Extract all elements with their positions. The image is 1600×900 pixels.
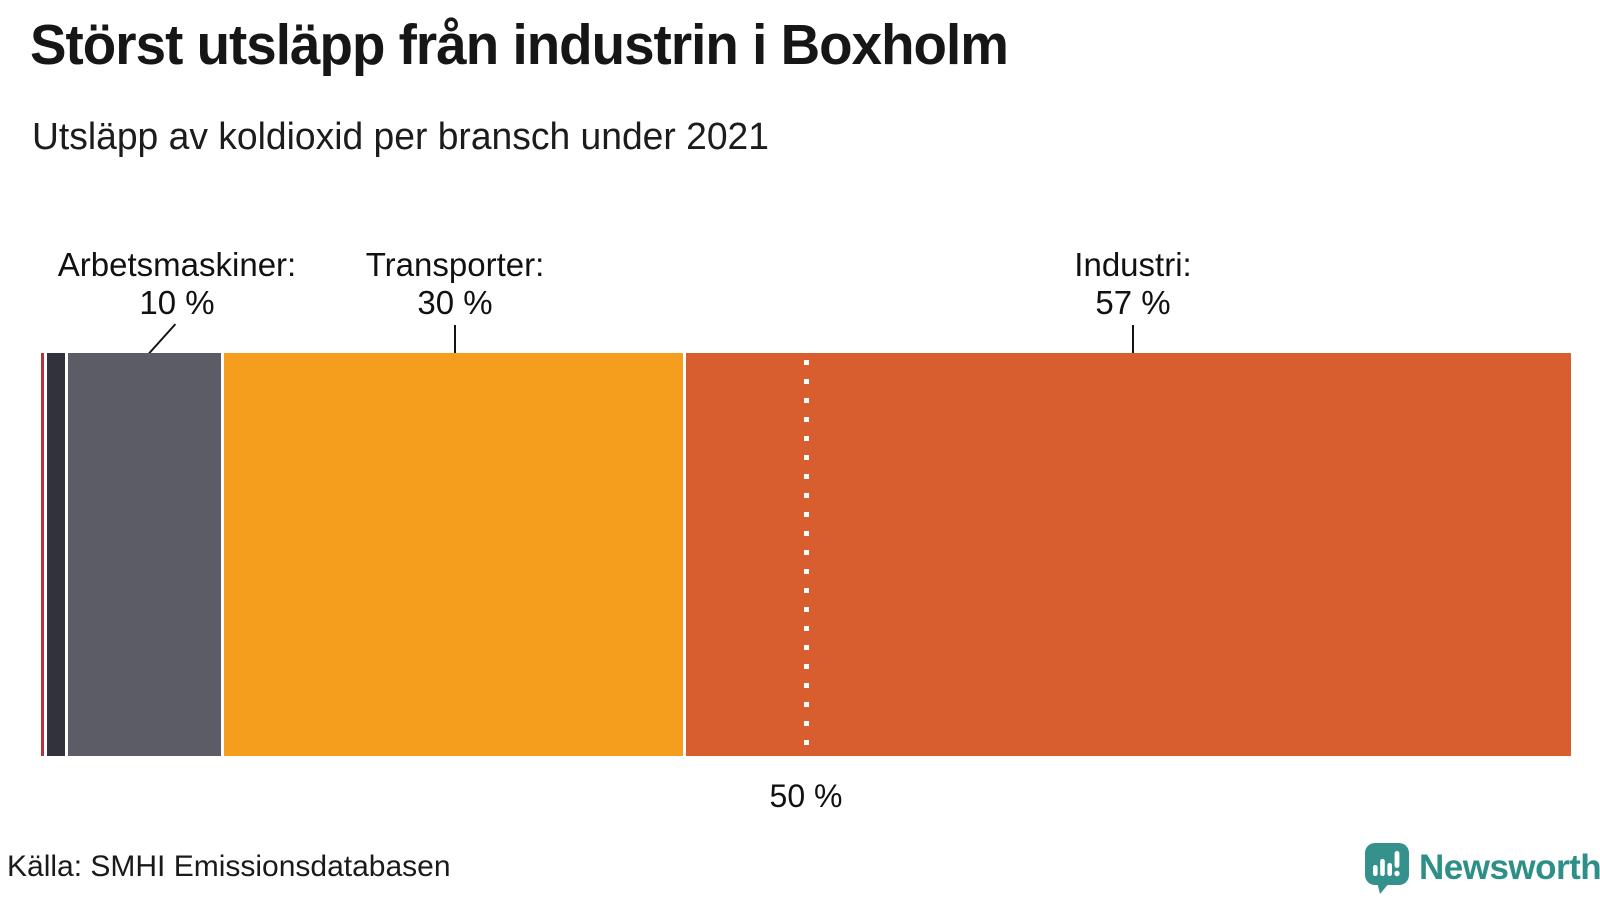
leader-line-arbetsmaskiner xyxy=(147,323,177,355)
chart-title: Störst utsläpp från industrin i Boxholm xyxy=(30,13,1009,77)
reference-line-label: 50 % xyxy=(769,778,843,814)
chart-subtitle: Utsläpp av koldioxid per bransch under 2… xyxy=(32,116,769,158)
reference-line-50pct xyxy=(803,360,809,749)
annotation-label: Industri: xyxy=(1074,246,1192,283)
bar-segment-arbetsmaskiner xyxy=(68,353,222,756)
newsworthy-wordmark: Newsworthy xyxy=(1419,848,1600,887)
annotation-industri: Industri: 57 % xyxy=(1074,246,1191,323)
annotation-label: Transporter: xyxy=(365,246,545,283)
annotation-value: 30 % xyxy=(417,284,493,322)
bar-segment-transporter xyxy=(224,353,684,756)
annotation-transporter: Transporter: 30 % xyxy=(366,246,545,323)
newsworthy-logo-icon xyxy=(1365,843,1409,894)
leader-line-industri xyxy=(1132,325,1134,353)
bar-segment-unlabeled-dark xyxy=(47,353,66,756)
bar-segment-unlabeled-red xyxy=(41,353,45,756)
newsworthy-logo: Newsworthy xyxy=(1364,842,1600,894)
source-note: Källa: SMHI Emissionsdatabasen xyxy=(7,850,451,883)
bar-segment-industri xyxy=(686,353,1571,756)
annotation-value: 10 % xyxy=(139,284,215,322)
stacked-bar xyxy=(41,353,1571,756)
leader-line-transporter xyxy=(454,325,456,353)
annotation-label: Arbetsmaskiner: xyxy=(57,246,297,283)
annotation-arbetsmaskiner: Arbetsmaskiner: 10 % xyxy=(58,246,296,323)
annotation-value: 57 % xyxy=(1095,284,1171,322)
